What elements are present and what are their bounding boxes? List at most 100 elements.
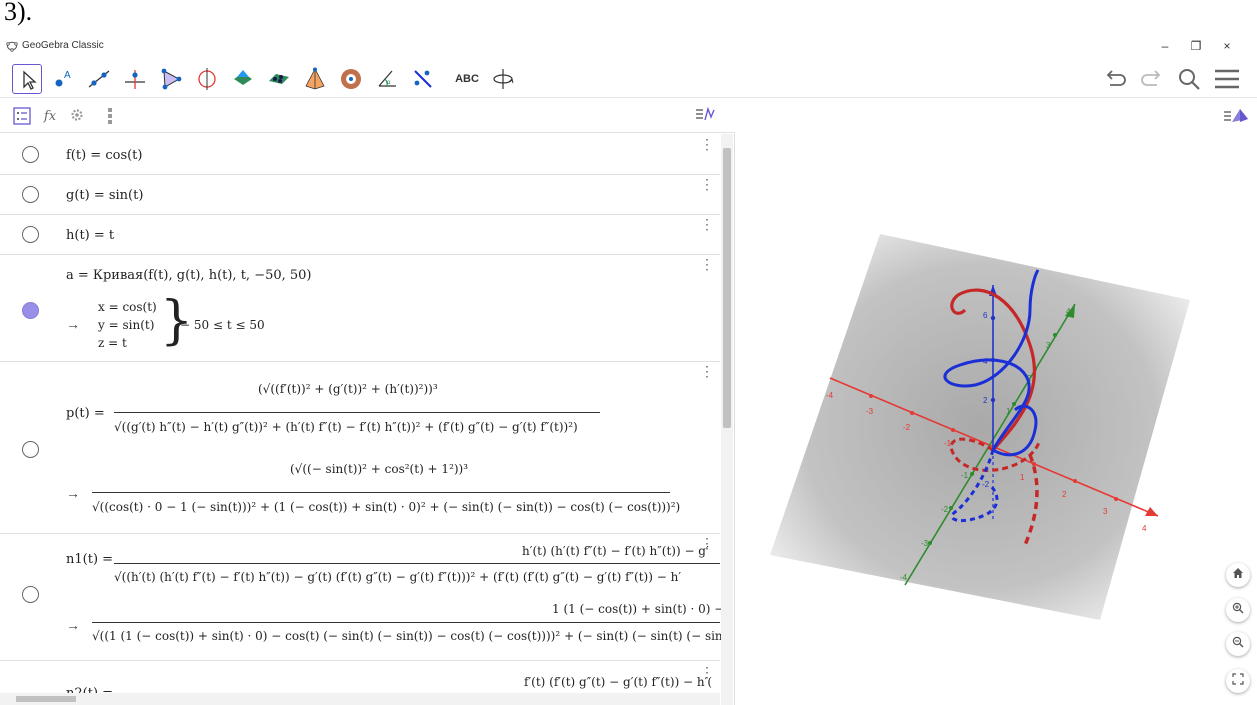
scrollbar-thumb[interactable] (16, 696, 76, 702)
home-icon (1233, 568, 1243, 578)
curve-z-equation: z = t (98, 336, 127, 350)
graphics-3d-canvas[interactable]: -4 -3 -2 -1 1 2 3 4 -4 -3 -2 -1 1 2 3 4 … (736, 99, 1257, 705)
visibility-toggle[interactable] (22, 146, 39, 163)
sphere-tool[interactable] (336, 64, 366, 94)
visibility-toggle[interactable] (22, 586, 39, 603)
scrollbar-thumb[interactable] (723, 148, 731, 428)
polygon-tool[interactable] (156, 64, 186, 94)
p-denominator: √((g′(t) h″(t) − h′(t) g″(t))² + (h′(t) … (114, 420, 578, 434)
expression-n1-lhs[interactable]: n1(t) = (66, 552, 114, 567)
undo-button[interactable] (1100, 64, 1130, 94)
move-tool[interactable] (12, 64, 42, 94)
expression-p-lhs[interactable]: p(t) = (66, 406, 105, 421)
pyramid-icon (305, 67, 325, 90)
xoy-plane (770, 234, 1190, 620)
n1-denominator: √((h′(t) (h′(t) f″(t) − f′(t) h″(t)) − g… (114, 570, 682, 584)
rotate-view-tool[interactable] (488, 64, 518, 94)
circle-axis-tool[interactable] (192, 64, 222, 94)
curve-brace: } (160, 291, 194, 351)
line-tool[interactable] (84, 64, 114, 94)
close-button[interactable]: × (1223, 39, 1231, 53)
y-tick-label: -1 (961, 471, 969, 480)
intersect-surfaces-tool[interactable] (228, 64, 258, 94)
reflect-tool[interactable] (408, 64, 438, 94)
vertical-scrollbar[interactable] (721, 134, 733, 705)
search-icon (1179, 69, 1200, 90)
point-icon: A (55, 70, 71, 87)
algebra-row-h[interactable]: h(t) = t ⋮ (0, 215, 720, 255)
row-menu-icon[interactable]: ⋮ (700, 256, 714, 272)
graphics-3d-view[interactable]: -4 -3 -2 -1 1 2 3 4 -4 -3 -2 -1 1 2 3 4 … (736, 99, 1257, 705)
point-tool[interactable]: A (48, 64, 78, 94)
output-arrow: → (66, 617, 80, 633)
algebra-row-p[interactable]: p(t) = (√((f′(t))² + (g′(t))² + (h′(t))²… (0, 362, 720, 534)
vertical-dots-icon (108, 108, 112, 124)
graphics-style-bar-toggle[interactable] (1222, 105, 1250, 129)
row-menu-icon[interactable]: ⋮ (700, 664, 714, 680)
visibility-toggle[interactable] (22, 226, 39, 243)
svg-text:A: A (64, 70, 71, 81)
p-output-fraction-line (92, 492, 670, 493)
horizontal-scrollbar[interactable] (0, 693, 720, 705)
visibility-toggle[interactable] (22, 441, 39, 458)
rotate-view-icon (493, 69, 514, 89)
expression-g[interactable]: g(t) = sin(t) (66, 188, 144, 203)
algebra-row-n1[interactable]: n1(t) = h′(t) (h′(t) f″(t) − f′(t) h″(t)… (0, 534, 727, 661)
row-menu-icon[interactable]: ⋮ (700, 363, 714, 379)
expression-h[interactable]: h(t) = t (66, 228, 115, 243)
zoom-in-button[interactable] (1226, 598, 1250, 622)
visibility-toggle[interactable] (22, 186, 39, 203)
z-tick-label: 2 (983, 396, 988, 405)
plane-icon (269, 74, 289, 84)
maximize-button[interactable]: ❐ (1190, 39, 1202, 53)
y-tick-label: 2 (1027, 374, 1032, 383)
algebra-row-f[interactable]: f(t) = cos(t) ⋮ (0, 134, 720, 175)
perpendicular-tool[interactable] (120, 64, 150, 94)
red-curve-dashed (949, 437, 1042, 472)
expression-a-definition[interactable]: a = Кривая(f(t), g(t), h(t), t, −50, 50) (66, 268, 312, 283)
settings-button[interactable] (67, 107, 87, 127)
minimize-button[interactable]: – (1161, 39, 1169, 53)
pyramid-tool[interactable] (300, 64, 330, 94)
n2-numerator: f′(t) (f′(t) g″(t) − g′(t) f″(t)) − h′( (524, 675, 713, 689)
fullscreen-icon (1232, 673, 1244, 685)
undo-icon (1106, 70, 1126, 86)
expression-f[interactable]: f(t) = cos(t) (66, 148, 143, 163)
more-options-button[interactable] (100, 107, 120, 127)
text-tool[interactable]: ABC (455, 73, 479, 85)
x-tick-label: 1 (1020, 473, 1025, 482)
algebra-row-a[interactable]: a = Кривая(f(t), g(t), h(t), t, −50, 50)… (0, 255, 720, 362)
cursor-arrow-icon (23, 70, 37, 90)
x-tick-label: -2 (903, 423, 911, 432)
style-bar-toggle[interactable] (695, 106, 715, 127)
row-menu-icon[interactable]: ⋮ (700, 216, 714, 232)
search-button[interactable] (1174, 64, 1204, 94)
menu-button[interactable] (1212, 64, 1242, 94)
plane-tool[interactable] (264, 64, 294, 94)
row-menu-icon[interactable]: ⋮ (700, 176, 714, 192)
zoom-out-icon (1232, 636, 1244, 648)
y-tick-label: -4 (900, 573, 908, 582)
algebra-row-g[interactable]: g(t) = sin(t) ⋮ (0, 175, 720, 215)
fx-button[interactable]: fx (43, 109, 57, 124)
algebra-description-button[interactable] (12, 107, 32, 127)
y-tick-label: 1 (1006, 407, 1011, 416)
fullscreen-button[interactable] (1226, 669, 1250, 693)
angle-tool[interactable]: α (372, 64, 402, 94)
perpendicular-icon (125, 70, 145, 89)
blue-curve-dashed (950, 449, 999, 523)
redo-button[interactable] (1137, 64, 1167, 94)
output-arrow: → (66, 316, 80, 332)
y-axis (904, 303, 1076, 586)
row-menu-icon[interactable]: ⋮ (700, 136, 714, 152)
curve-x-equation: x = cos(t) (98, 300, 157, 314)
row-menu-icon[interactable]: ⋮ (700, 535, 714, 551)
style-bar-icon (696, 106, 715, 121)
p-numerator: (√((f′(t))² + (g′(t))² + (h′(t))²))³ (258, 382, 438, 396)
geogebra-logo-icon (6, 41, 18, 52)
zoom-out-button[interactable] (1226, 632, 1250, 656)
visibility-toggle[interactable] (22, 302, 39, 319)
home-button[interactable] (1226, 563, 1250, 587)
z-tick-label: 4 (983, 357, 988, 366)
